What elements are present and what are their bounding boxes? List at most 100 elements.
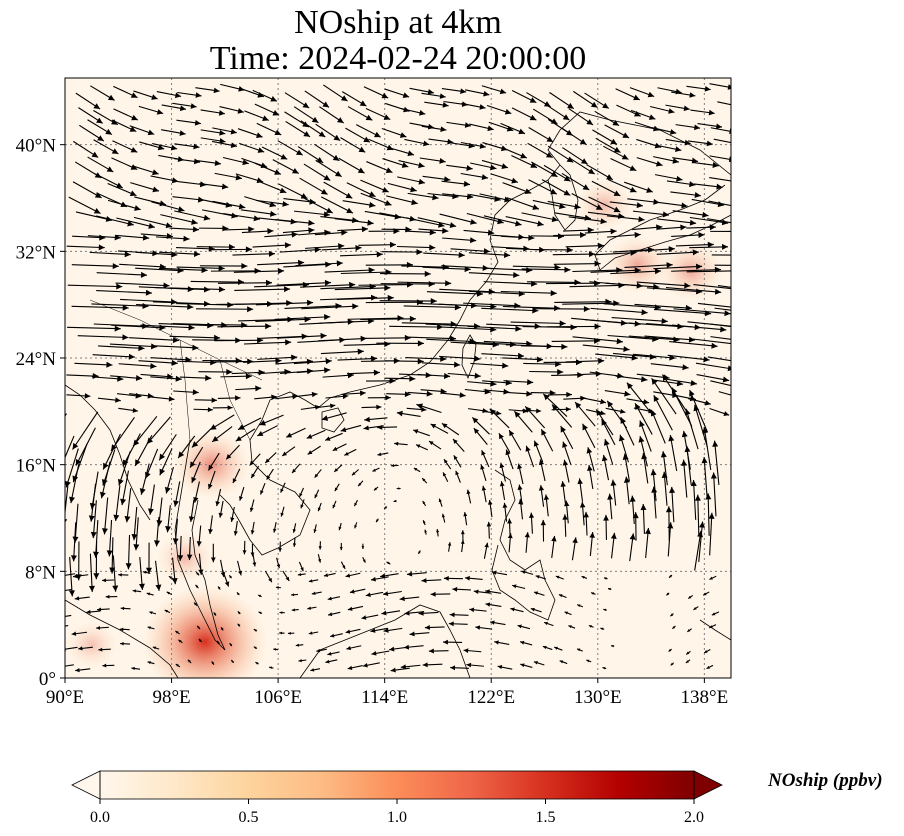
- wind-arrow: [686, 224, 716, 231]
- wind-arrow: [481, 450, 490, 468]
- wind-arrow: [92, 520, 99, 558]
- wind-arrow: [165, 505, 172, 533]
- wind-arrow: [443, 639, 463, 645]
- wind-arrow: [563, 395, 586, 401]
- wind-arrow: [300, 499, 305, 509]
- wind-arrow: [595, 353, 638, 361]
- wind-arrow: [299, 177, 328, 195]
- wind-arrow: [387, 182, 417, 193]
- wind-arrow: [65, 448, 79, 488]
- wind-arrow: [710, 336, 731, 340]
- wind-arrow: [668, 434, 678, 472]
- wind-arrow: [544, 103, 570, 121]
- wind-arrow: [113, 108, 139, 121]
- wind-arrow: [65, 614, 72, 617]
- wind-arrow: [363, 86, 389, 99]
- wind-arrow: [173, 481, 181, 507]
- wind-arrow: [446, 164, 473, 172]
- wind-arrow: [112, 140, 138, 153]
- field-hotspot-5: [156, 532, 213, 584]
- wind-arrow: [442, 193, 474, 200]
- wind-arrow: [370, 627, 389, 633]
- wind-arrow: [294, 391, 318, 398]
- wind-arrow: [502, 182, 532, 194]
- wind-arrow: [193, 407, 213, 413]
- wind-arrow: [200, 137, 226, 144]
- wind-arrow: [491, 570, 508, 576]
- wind-arrow: [506, 197, 540, 210]
- chart-title-line2: Time: 2024-02-24 20:00:00: [209, 40, 587, 77]
- wind-arrow: [195, 584, 199, 589]
- wind-arrow: [96, 625, 109, 630]
- wind-arrow: [129, 125, 155, 136]
- wind-arrow: [499, 481, 506, 500]
- wind-arrow: [97, 607, 110, 612]
- wind-arrow: [553, 260, 601, 267]
- wind-arrow: [686, 85, 711, 92]
- wind-arrow: [113, 485, 121, 522]
- wind-arrow: [275, 586, 281, 589]
- wind-arrow: [453, 455, 462, 468]
- wind-arrow: [318, 541, 322, 550]
- wind-arrow: [65, 413, 67, 417]
- wind-arrow: [360, 192, 392, 206]
- wind-arrow: [380, 573, 399, 579]
- wind-arrow: [500, 290, 557, 297]
- wind-arrow: [441, 513, 446, 523]
- wind-arrow: [543, 164, 571, 182]
- wind-arrow: [325, 393, 349, 400]
- wind-arrow: [340, 561, 346, 570]
- wind-arrow: [232, 468, 241, 484]
- wind-arrow: [124, 488, 132, 523]
- wind-arrow: [113, 85, 138, 99]
- wind-arrow: [365, 108, 391, 121]
- wind-arrow: [577, 478, 584, 502]
- wind-arrow: [332, 500, 337, 509]
- colorbar-tick-label: 1.5: [536, 809, 556, 826]
- wind-arrow: [178, 639, 183, 644]
- wind-arrow: [384, 375, 416, 382]
- wind-arrow: [447, 542, 452, 552]
- wind-arrow: [200, 109, 226, 116]
- wind-arrow: [533, 246, 573, 253]
- wind-arrow: [250, 465, 260, 479]
- wind-arrow: [389, 324, 444, 331]
- wind-arrow: [145, 542, 152, 574]
- wind-arrow: [198, 553, 204, 575]
- wind-arrow: [441, 88, 467, 94]
- wind-arrow: [152, 646, 160, 650]
- wind-arrow: [340, 137, 366, 153]
- wind-arrow: [338, 157, 365, 174]
- wind-arrow: [671, 91, 696, 98]
- wind-arrow: [424, 101, 449, 108]
- wind-arrow: [407, 192, 439, 201]
- wind-arrow: [576, 648, 583, 652]
- wind-arrow: [237, 560, 243, 576]
- wind-arrow: [562, 514, 568, 537]
- wind-arrow: [166, 591, 172, 596]
- wind-arrow: [381, 610, 401, 616]
- wind-arrow: [698, 521, 706, 563]
- wind-arrow: [256, 122, 282, 136]
- wind-arrow: [130, 182, 160, 193]
- wind-arrow: [583, 397, 607, 405]
- wind-arrow: [217, 586, 221, 590]
- wind-arrow: [421, 125, 447, 133]
- wind-arrow: [351, 469, 360, 476]
- wind-arrow: [354, 522, 358, 529]
- wind-arrow: [494, 640, 510, 645]
- wind-arrow: [138, 359, 178, 366]
- wind-arrow: [606, 400, 628, 429]
- wind-arrow: [65, 588, 72, 592]
- wind-arrow: [119, 627, 130, 632]
- wind-arrow: [461, 102, 486, 110]
- wind-arrow: [210, 543, 216, 563]
- wind-arrow: [175, 663, 181, 668]
- wind-arrow: [483, 215, 522, 227]
- wind-arrow: [75, 667, 91, 673]
- wind-arrow: [327, 611, 341, 617]
- wind-arrow: [138, 105, 164, 115]
- wind-arrow: [272, 159, 299, 174]
- wind-arrow: [436, 529, 440, 537]
- wind-arrow: [323, 181, 353, 199]
